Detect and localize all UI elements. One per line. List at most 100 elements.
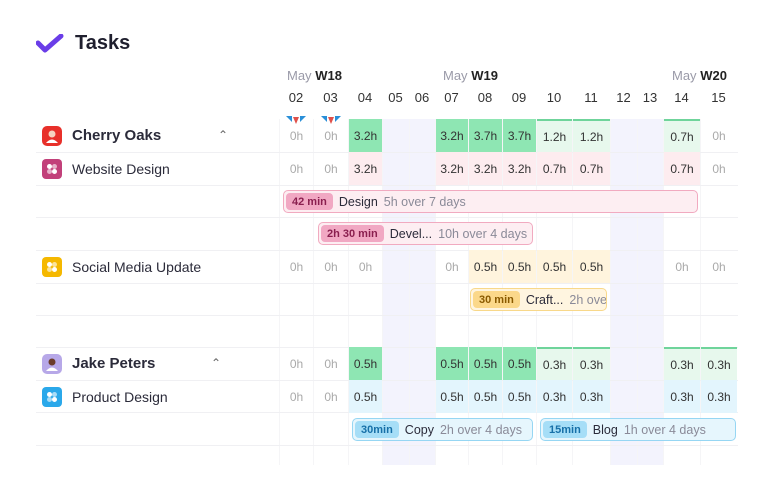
hours-cell[interactable]: 0h bbox=[358, 259, 373, 274]
hours-cell[interactable]: 0h bbox=[712, 259, 726, 274]
date-header: 02 bbox=[288, 90, 304, 105]
hours-cell[interactable]: 0.3h bbox=[573, 380, 610, 413]
hours-cell[interactable]: 0h bbox=[324, 356, 338, 371]
row-divider bbox=[36, 380, 738, 381]
hours-cell[interactable]: 0.3h bbox=[664, 347, 700, 380]
hours-cell[interactable]: 0.7h bbox=[537, 152, 572, 185]
project-icon bbox=[42, 158, 62, 179]
hours-cell[interactable]: 0.5h bbox=[436, 380, 468, 413]
hours-cell[interactable]: 0.3h bbox=[701, 347, 737, 380]
hours-cell[interactable]: 0h bbox=[324, 259, 338, 274]
hours-cell[interactable]: 0.5h bbox=[469, 347, 502, 380]
row-divider bbox=[36, 412, 738, 413]
chevron-up-icon[interactable]: ⌃ bbox=[218, 128, 229, 142]
date-header: 05 bbox=[388, 90, 403, 105]
column-divider bbox=[435, 119, 436, 465]
person-row-label[interactable]: Cherry Oaks bbox=[42, 119, 161, 152]
hours-cell[interactable]: 0.5h bbox=[469, 380, 502, 413]
hours-cell[interactable]: 0.5h bbox=[573, 250, 610, 283]
hours-cell[interactable]: 0h bbox=[289, 389, 304, 404]
task-bar[interactable]: 15min Blog 1h over 4 days bbox=[540, 418, 736, 441]
hours-cell[interactable]: 0h bbox=[289, 259, 304, 274]
hours-cell[interactable]: 1.2h bbox=[573, 119, 610, 152]
date-header: 10 bbox=[546, 90, 562, 105]
hours-cell[interactable]: 0.5h bbox=[469, 250, 502, 283]
task-duration-badge: 30min bbox=[355, 421, 399, 438]
hours-cell[interactable]: 0.5h bbox=[537, 250, 572, 283]
task-duration-badge: 15min bbox=[543, 421, 587, 438]
task-bar[interactable]: 30min Copy 2h over 4 days bbox=[352, 418, 533, 441]
person-row-label[interactable]: Jake Peters bbox=[42, 347, 155, 380]
hours-cell[interactable]: 0h bbox=[289, 161, 304, 176]
column-divider bbox=[637, 119, 638, 465]
hours-cell[interactable]: 0.3h bbox=[701, 380, 737, 413]
row-label-text: Jake Peters bbox=[72, 355, 156, 372]
date-header: 11 bbox=[584, 90, 598, 105]
hours-cell[interactable]: 0.5h bbox=[503, 250, 536, 283]
row-label-text: Website Design bbox=[72, 160, 170, 177]
task-duration-badge: 42 min bbox=[286, 193, 333, 210]
date-header: 14 bbox=[674, 90, 689, 105]
task-name: Devel... bbox=[389, 226, 433, 241]
chevron-up-icon[interactable]: ⌃ bbox=[211, 356, 222, 370]
project-row-label[interactable]: Website Design bbox=[42, 152, 170, 185]
task-detail: 2h over 4 days bbox=[439, 422, 522, 437]
column-divider bbox=[468, 119, 469, 465]
row-divider bbox=[36, 445, 738, 446]
hours-cell[interactable]: 0h bbox=[324, 161, 338, 176]
hours-cell[interactable]: 3.2h bbox=[349, 152, 382, 185]
hours-cell[interactable]: 0h bbox=[324, 128, 338, 143]
hours-cell[interactable]: 0h bbox=[712, 128, 726, 143]
column-divider bbox=[348, 119, 349, 465]
hours-cell[interactable]: 3.2h bbox=[436, 152, 468, 185]
row-divider bbox=[36, 185, 738, 186]
hours-cell[interactable]: 3.2h bbox=[349, 119, 382, 152]
hours-cell[interactable]: 3.2h bbox=[503, 152, 536, 185]
date-header: 15 bbox=[711, 90, 726, 105]
hours-cell[interactable]: 0.5h bbox=[503, 380, 536, 413]
hours-cell[interactable]: 0.7h bbox=[664, 119, 700, 152]
hours-cell[interactable]: 0h bbox=[675, 259, 689, 274]
column-divider bbox=[409, 119, 410, 465]
hours-cell[interactable]: 3.2h bbox=[436, 119, 468, 152]
hours-cell[interactable]: 0.7h bbox=[573, 152, 610, 185]
hours-cell[interactable]: 3.2h bbox=[469, 152, 502, 185]
task-name: Design bbox=[338, 194, 378, 209]
week-label: May W20 bbox=[672, 68, 727, 83]
project-row-label[interactable]: Product Design bbox=[42, 380, 168, 413]
hours-cell[interactable]: 0.5h bbox=[503, 347, 536, 380]
weekend-column bbox=[637, 119, 663, 465]
task-bar[interactable]: 30 min Craft... 2h over 4 days bbox=[470, 288, 607, 311]
hours-cell[interactable]: 0.5h bbox=[349, 380, 382, 413]
hours-cell[interactable]: 0.3h bbox=[573, 347, 610, 380]
task-bar[interactable]: 42 min Design 5h over 7 days bbox=[283, 190, 698, 213]
hours-cell[interactable]: 3.7h bbox=[503, 119, 536, 152]
hours-cell[interactable]: 0h bbox=[289, 356, 304, 371]
hours-cell[interactable]: 0h bbox=[324, 389, 338, 404]
bunting-flag-icon bbox=[286, 116, 306, 124]
hours-cell[interactable]: 0h bbox=[712, 161, 726, 176]
task-bar[interactable]: 2h 30 min Devel... 10h over 4 days bbox=[318, 222, 533, 245]
hours-cell[interactable]: 0.3h bbox=[537, 380, 572, 413]
hours-cell[interactable]: 0.7h bbox=[664, 152, 700, 185]
project-row-label[interactable]: Social Media Update bbox=[42, 250, 201, 283]
weekend-column bbox=[610, 119, 637, 465]
hours-cell[interactable]: 3.7h bbox=[469, 119, 502, 152]
weekend-column bbox=[409, 119, 435, 465]
hours-cell[interactable]: 1.2h bbox=[537, 119, 572, 152]
task-name: Craft... bbox=[525, 292, 564, 307]
bunting-flag-icon bbox=[320, 116, 341, 124]
hours-cell[interactable]: 0h bbox=[289, 128, 304, 143]
task-name: Copy bbox=[404, 422, 434, 437]
column-divider bbox=[313, 119, 314, 465]
hours-cell[interactable]: 0.3h bbox=[537, 347, 572, 380]
hours-cell[interactable]: 0h bbox=[445, 259, 459, 274]
column-divider bbox=[279, 119, 280, 465]
hours-cell[interactable]: 0.5h bbox=[436, 347, 468, 380]
hours-cell[interactable]: 0.3h bbox=[664, 380, 700, 413]
hours-cell[interactable]: 0.5h bbox=[349, 347, 382, 380]
date-header: 07 bbox=[444, 90, 459, 105]
date-header: 12 bbox=[616, 90, 631, 105]
column-divider bbox=[610, 119, 611, 465]
row-divider bbox=[36, 347, 738, 348]
